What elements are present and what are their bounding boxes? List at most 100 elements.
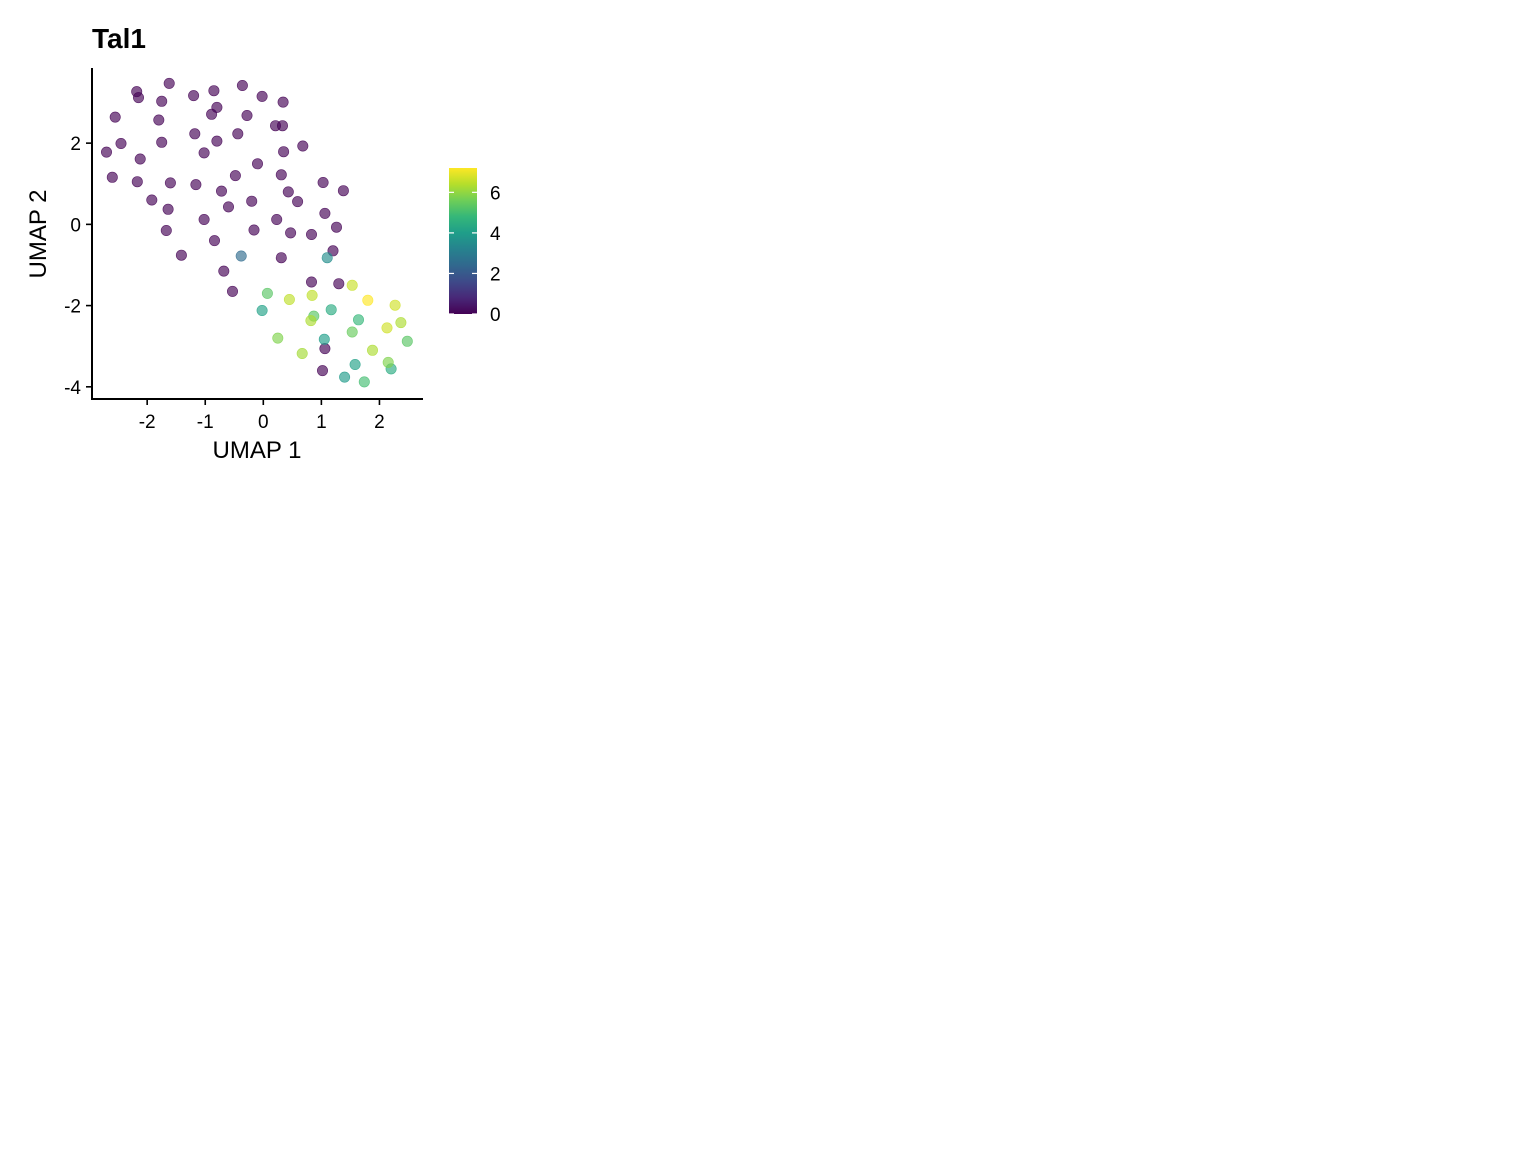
data-point [175, 249, 187, 261]
data-point [252, 158, 264, 170]
colorbar-tick-label: 4 [490, 224, 501, 245]
colorbar-tick-label: 6 [490, 183, 501, 204]
data-point [296, 347, 308, 359]
data-point [278, 146, 290, 158]
data-point [236, 80, 248, 92]
data-point [189, 128, 201, 140]
data-point [395, 317, 407, 329]
data-point [163, 77, 175, 89]
data-point [352, 314, 364, 326]
data-point [156, 95, 168, 107]
data-point [131, 176, 143, 188]
data-point [271, 214, 283, 226]
data-point [216, 185, 228, 197]
data-point [256, 90, 268, 102]
data-point [276, 120, 288, 132]
data-point [401, 335, 413, 347]
colorbar-tick-label: 2 [490, 264, 501, 285]
colorbar-ticks: 0 2 4 6 [449, 183, 501, 326]
data-point [190, 179, 202, 191]
data-point [115, 138, 127, 150]
data-point [227, 285, 239, 297]
data-point [218, 265, 230, 277]
data-point [325, 304, 337, 316]
y-axis-title: UMAP 2 [25, 190, 52, 279]
data-point [316, 365, 328, 377]
data-point [164, 177, 176, 189]
x-tick-label: 1 [316, 412, 327, 433]
data-point [381, 322, 393, 334]
data-point [306, 289, 318, 301]
data-point [160, 225, 172, 237]
data-point [272, 332, 284, 344]
x-tick-label: -1 [197, 412, 214, 433]
data-point [282, 186, 294, 198]
data-point [283, 293, 295, 305]
data-point [241, 110, 253, 122]
data-point [232, 128, 244, 140]
data-point [256, 304, 268, 316]
y-tick-label: 2 [70, 134, 81, 155]
data-point [208, 85, 220, 97]
data-point [277, 96, 289, 108]
colorbar-gradient [449, 168, 477, 314]
x-tick-label: -2 [139, 412, 156, 433]
data-point [317, 177, 329, 189]
data-point [198, 214, 210, 226]
data-point [346, 326, 358, 338]
y-tick-label: -4 [64, 378, 81, 399]
data-point [246, 195, 258, 207]
y-axis-ticks: -4 -2 0 2 [64, 134, 92, 399]
data-point [146, 194, 158, 206]
x-tick-label: 0 [258, 412, 269, 433]
data-point [223, 201, 235, 213]
data-point [101, 146, 113, 158]
y-tick-label: -2 [64, 297, 81, 318]
y-tick-label: 0 [70, 215, 81, 236]
data-point [235, 250, 247, 262]
data-point [209, 235, 221, 247]
data-point [133, 92, 145, 104]
data-point [275, 252, 287, 264]
data-point [229, 170, 241, 182]
data-point [106, 171, 118, 183]
chart-title: Tal1 [92, 23, 146, 54]
data-point [346, 279, 358, 291]
data-point [362, 294, 374, 306]
x-axis-ticks: -2 -1 0 1 2 [139, 399, 385, 433]
data-point [305, 276, 317, 288]
data-point [337, 185, 349, 197]
data-point [321, 252, 333, 264]
data-point [211, 135, 223, 147]
data-point [389, 299, 401, 311]
data-point [349, 358, 361, 370]
data-point [297, 140, 309, 152]
data-point [248, 224, 260, 236]
scatter-points [101, 77, 413, 388]
data-point [109, 111, 121, 123]
colorbar-tick-label: 0 [490, 305, 501, 326]
data-point [339, 371, 351, 383]
data-point [382, 356, 394, 368]
data-point [333, 278, 345, 290]
x-tick-label: 2 [374, 412, 385, 433]
data-point [366, 344, 378, 356]
data-point [153, 114, 165, 126]
data-point [330, 221, 342, 233]
data-point [134, 153, 146, 165]
data-point [292, 196, 304, 208]
data-point [162, 203, 174, 215]
data-point [358, 376, 370, 388]
data-point [206, 108, 218, 120]
data-point [319, 207, 331, 219]
data-point [305, 315, 317, 327]
data-point [261, 287, 273, 299]
data-point [305, 229, 317, 241]
colorbar-legend: 0 2 4 6 [449, 168, 501, 326]
data-point [275, 169, 287, 181]
data-point [156, 136, 168, 148]
data-point [188, 90, 200, 102]
data-point [319, 343, 331, 355]
x-axis-title: UMAP 1 [213, 437, 302, 464]
